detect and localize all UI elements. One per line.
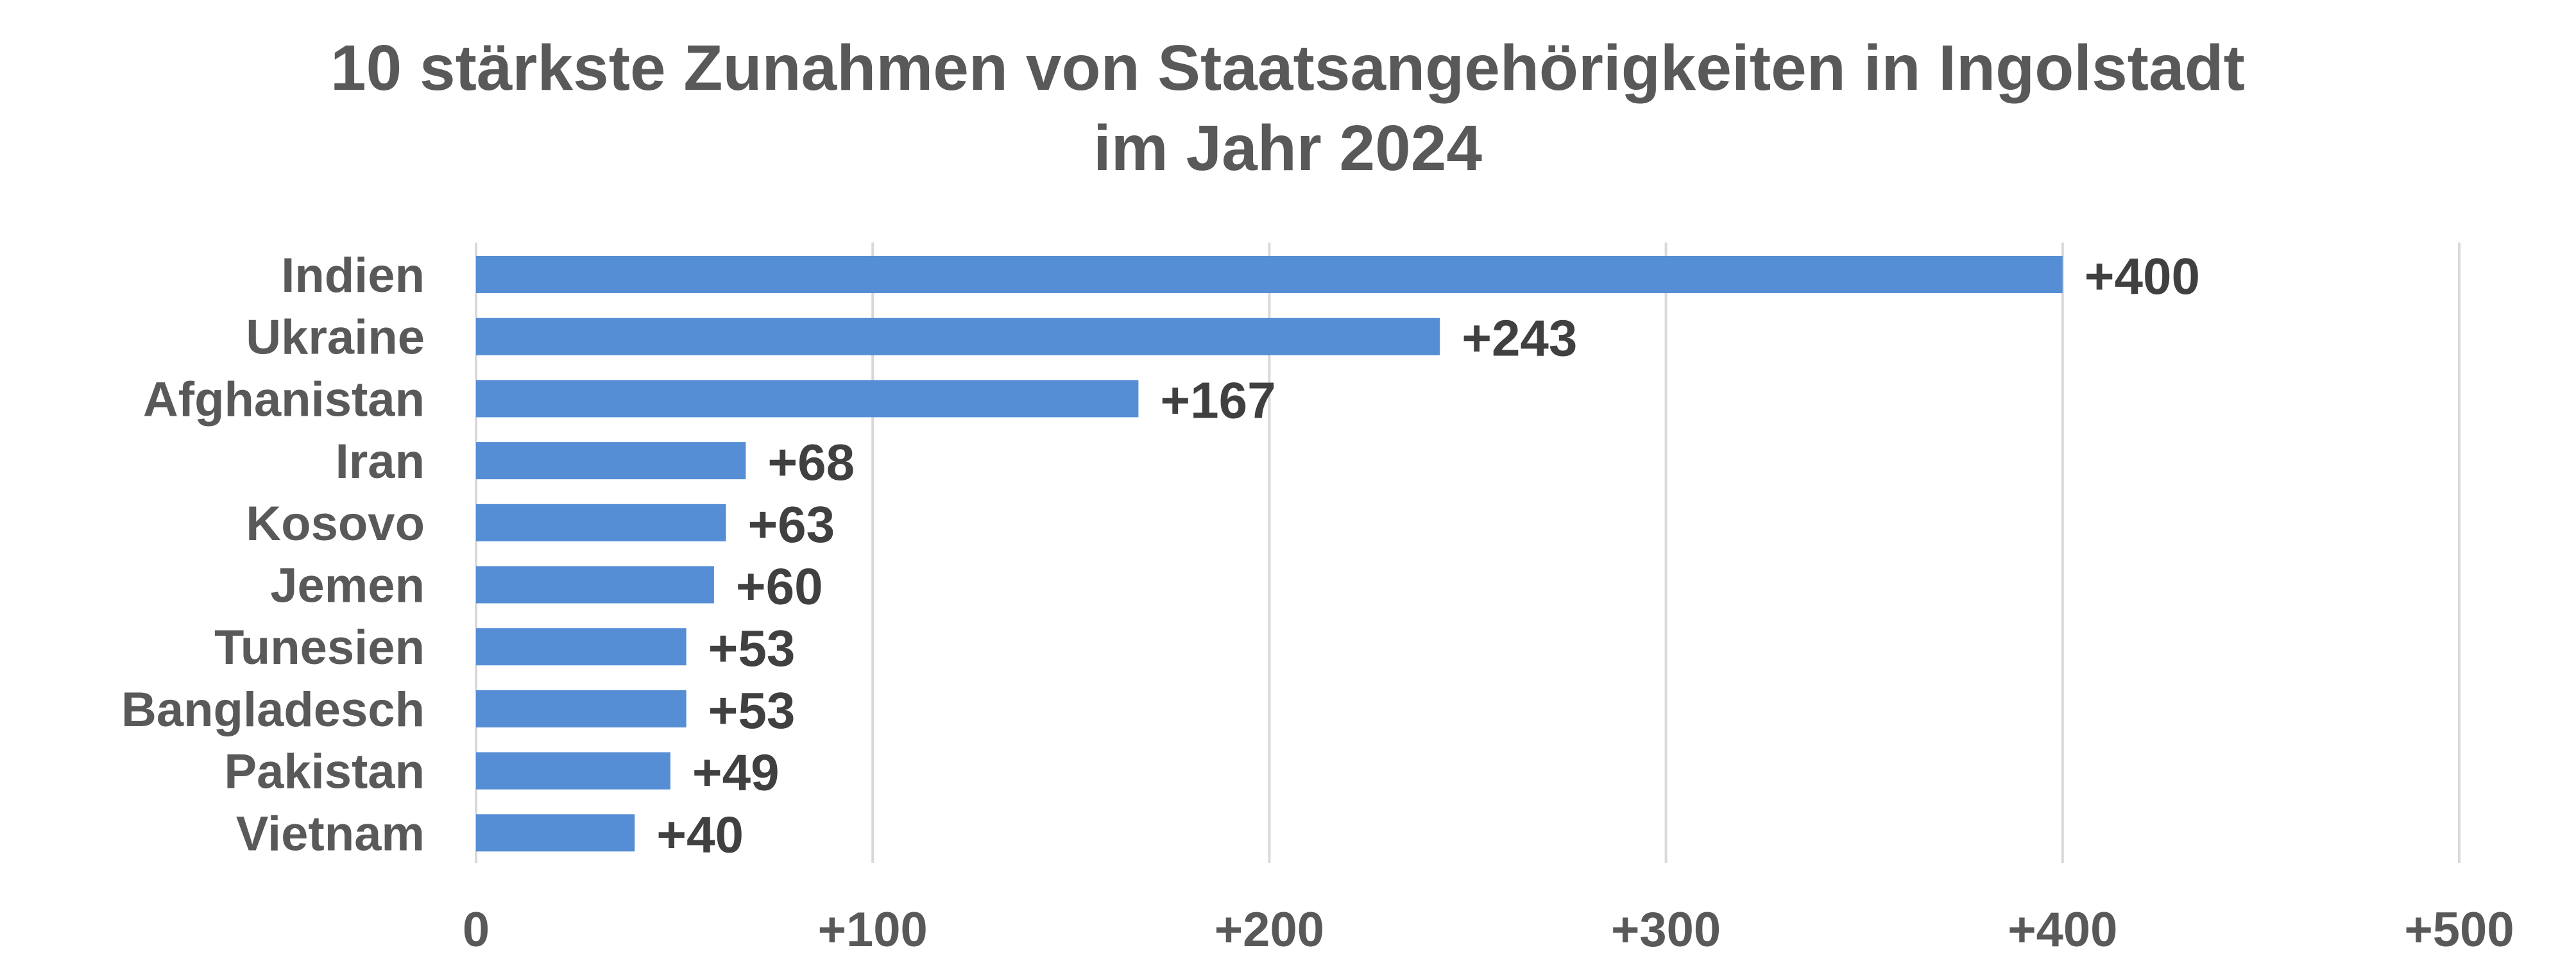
category-label: Pakistan	[224, 745, 425, 799]
category-label: Afghanistan	[143, 372, 425, 427]
bar	[476, 628, 687, 666]
data-label: +40	[656, 806, 744, 863]
data-label: +53	[708, 620, 796, 677]
bar	[476, 318, 1440, 355]
bar	[476, 504, 726, 541]
bar	[476, 690, 687, 727]
x-tick-label: +300	[1611, 903, 1721, 957]
category-label: Indien	[281, 248, 425, 303]
bar	[476, 566, 714, 604]
category-label: Kosovo	[246, 497, 425, 551]
category-label: Jemen	[270, 559, 425, 613]
x-tick-label: +500	[2404, 903, 2514, 957]
data-label: +243	[1462, 310, 1577, 367]
chart-title-line-1: 10 stärkste Zunahmen von Staatsangehörig…	[330, 32, 2245, 104]
data-label: +60	[736, 558, 823, 615]
x-tick-label: +400	[2008, 903, 2117, 957]
bar	[476, 752, 670, 790]
bars	[476, 256, 2063, 852]
bar	[476, 256, 2063, 293]
bar	[476, 814, 635, 852]
data-label: +53	[708, 682, 796, 739]
chart-title-line-2: im Jahr 2024	[1093, 112, 1482, 184]
data-label: +167	[1160, 371, 1275, 429]
bar	[476, 442, 746, 480]
x-tick-label: +100	[818, 903, 928, 957]
data-label: +63	[747, 496, 835, 553]
data-label: +400	[2085, 248, 2200, 305]
category-label: Iran	[336, 434, 425, 489]
x-axis-tick-labels: 0 +100 +200 +300 +400 +500	[463, 903, 2514, 957]
category-label: Bangladesch	[121, 683, 425, 737]
data-label: +68	[767, 434, 855, 491]
category-label: Vietnam	[236, 806, 425, 861]
data-labels: +400+243+167+68+63+60+53+53+49+40	[656, 248, 2200, 863]
category-labels: Indien Ukraine Afghanistan Iran Kosovo Jemen T…	[121, 248, 425, 861]
x-tick-label: 0	[463, 903, 490, 957]
category-label: Ukraine	[246, 310, 425, 365]
bar	[476, 380, 1139, 418]
x-tick-label: +200	[1215, 903, 1324, 957]
category-label: Tunesien	[214, 620, 425, 675]
data-label: +49	[692, 744, 780, 801]
